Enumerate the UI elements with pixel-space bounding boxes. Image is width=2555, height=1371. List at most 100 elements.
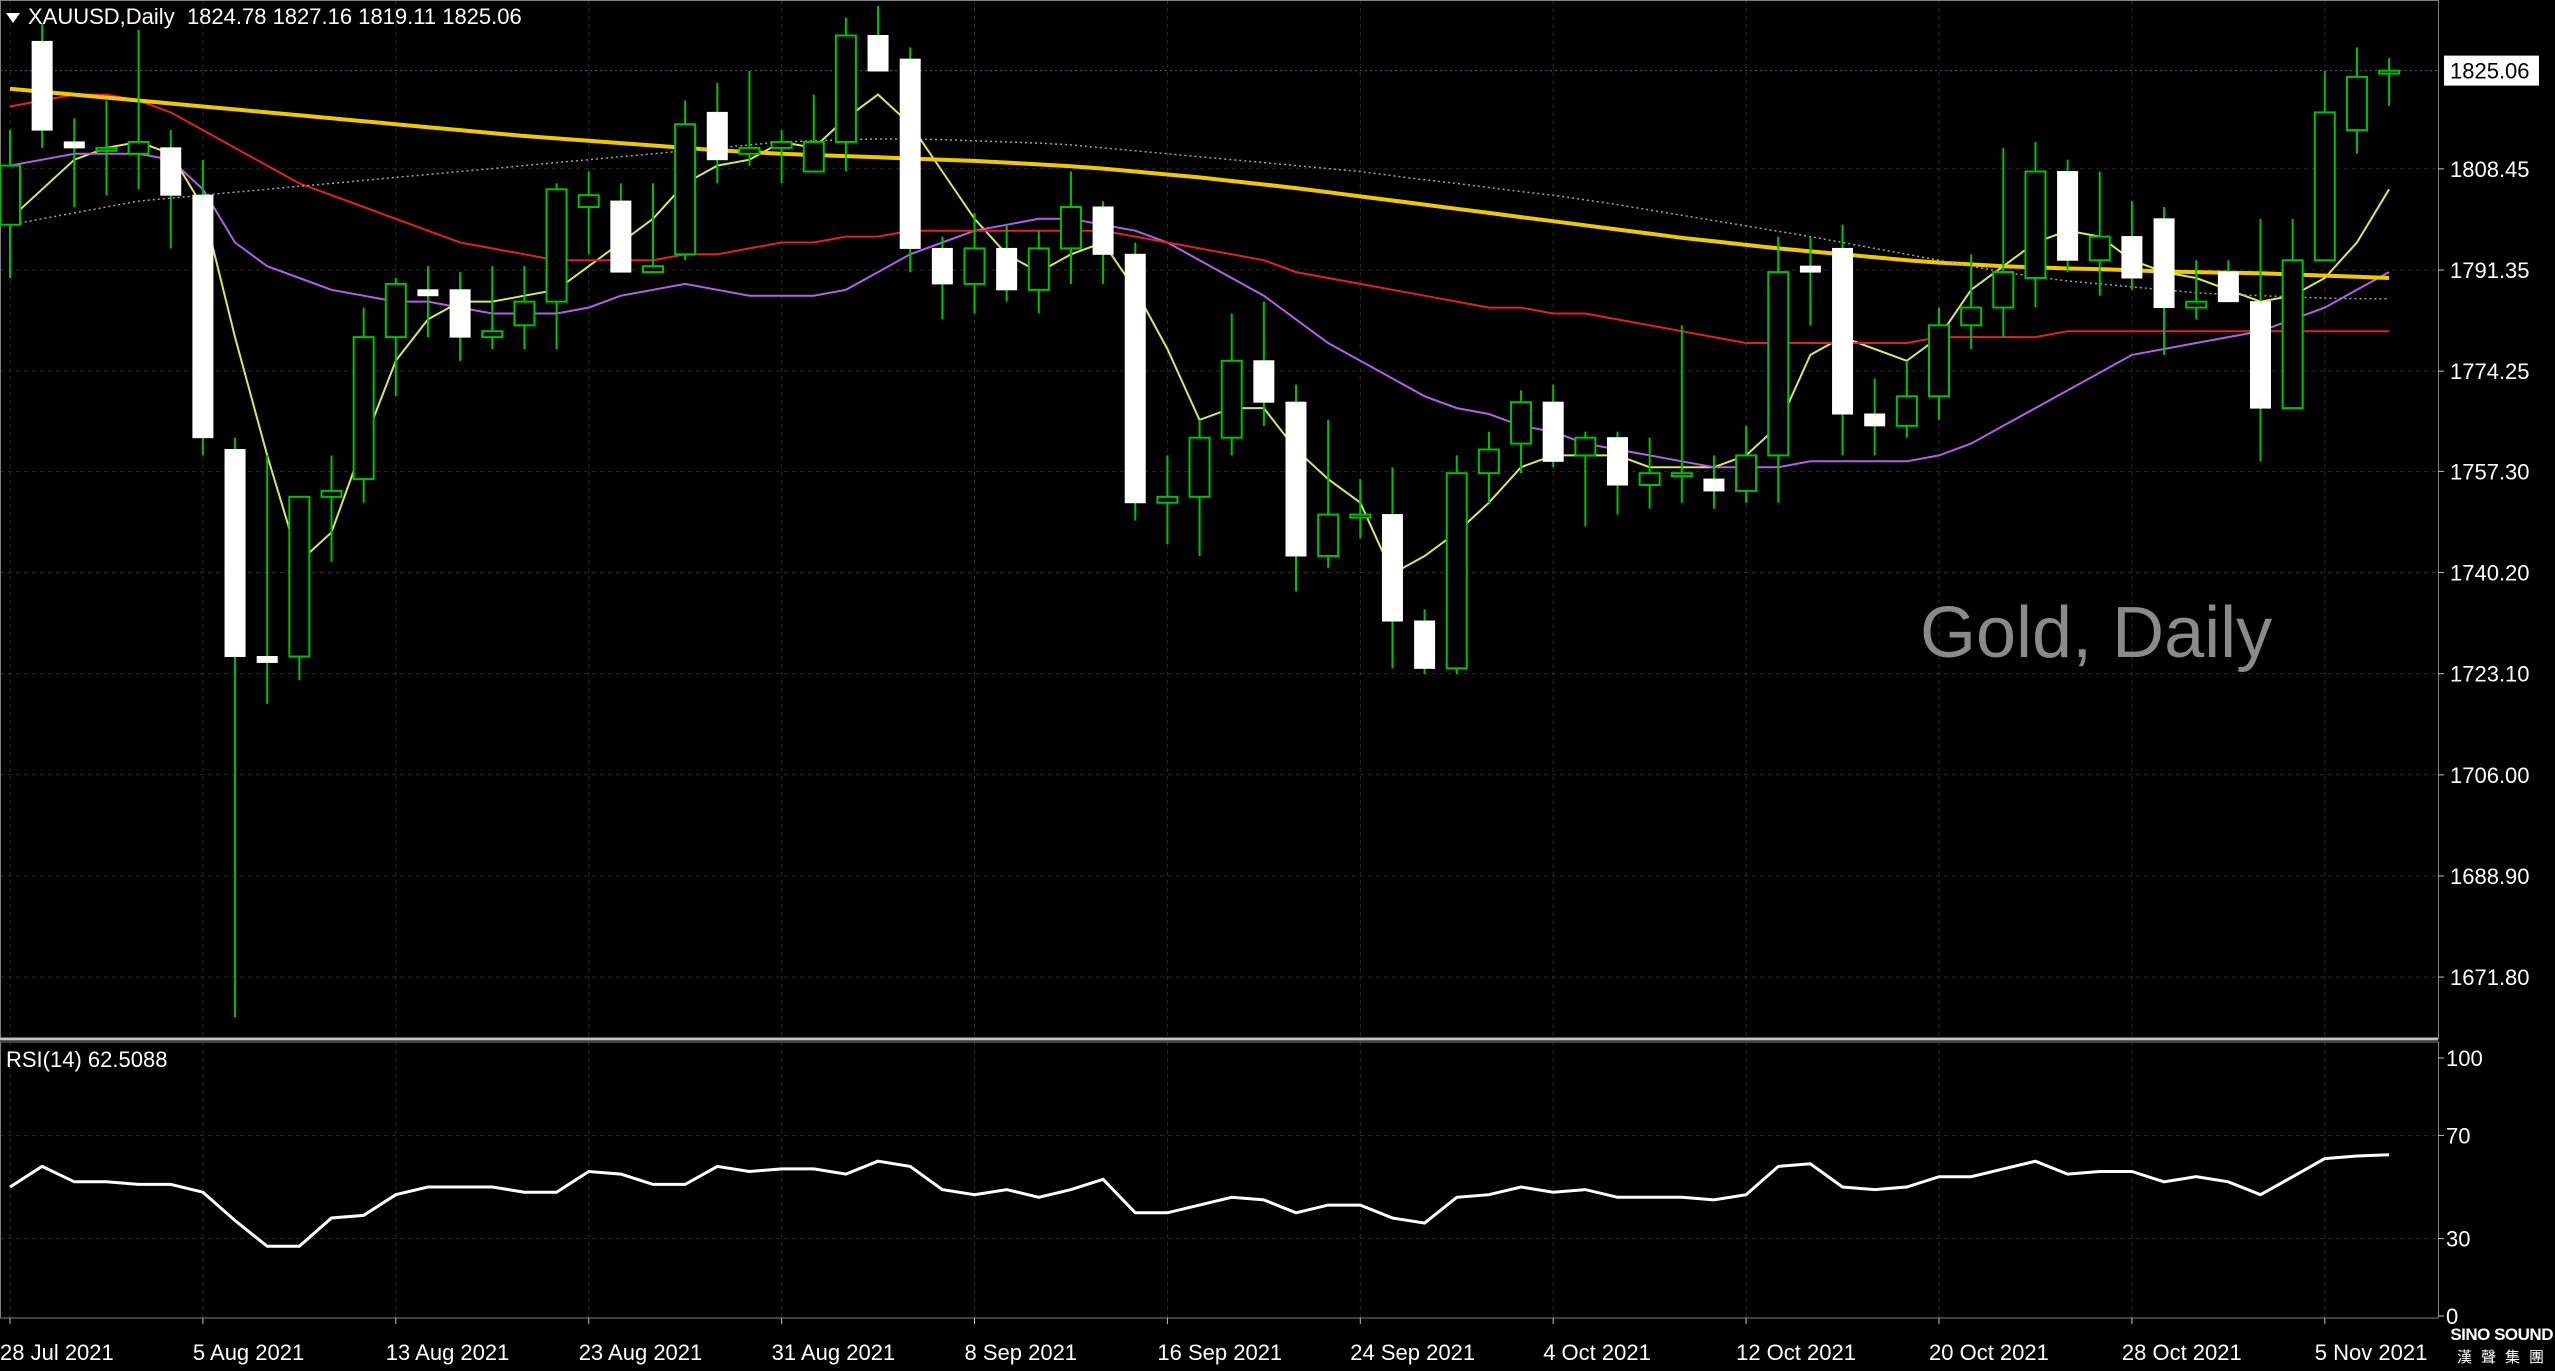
candle-body-bull — [1574, 436, 1597, 457]
price-tick-label: 1774.25 — [2450, 359, 2530, 384]
price-tick-label: 1671.80 — [2450, 965, 2530, 990]
current-price-box — [2444, 55, 2539, 86]
candle — [802, 94, 825, 173]
candle — [996, 224, 1018, 302]
price-panel-border — [0, 0, 2439, 1039]
candle-body-bear — [1414, 620, 1436, 669]
candle-body-bear — [1703, 478, 1725, 492]
candle-body-bull — [1317, 513, 1340, 557]
candle — [2217, 260, 2239, 303]
candle — [1510, 390, 1533, 474]
candle — [642, 183, 664, 274]
candle-body-bear — [1092, 206, 1114, 255]
candle-body-bear — [449, 289, 471, 338]
candle-body-bull — [2088, 235, 2111, 262]
candle — [738, 70, 761, 166]
price-tick-label: 1688.90 — [2450, 864, 2530, 889]
candle-body-bear — [256, 656, 278, 663]
candle — [1445, 455, 1468, 675]
candle — [2250, 218, 2271, 462]
collapse-triangle-icon[interactable] — [6, 13, 20, 24]
candle-body-bull — [1220, 359, 1243, 439]
candle — [1735, 425, 1758, 503]
candle — [2345, 47, 2368, 154]
candle-body-bull — [1928, 324, 1950, 398]
candle-body-bull — [545, 188, 568, 303]
candle — [0, 130, 21, 278]
candle — [770, 130, 793, 184]
candle-body-bull — [1735, 454, 1758, 492]
candle-body-bear — [2153, 218, 2175, 309]
candle — [1638, 437, 1661, 509]
price-axis[interactable]: 1808.45 1791.35 1774.25 1757.30 1740.20 1723.… — [2438, 55, 2539, 990]
symbol-label: XAUUSD,Daily — [28, 4, 175, 29]
price-tick-label: 1808.45 — [2450, 157, 2530, 182]
price-tick-label: 1740.20 — [2450, 561, 2530, 586]
candle-body-bear — [2217, 271, 2239, 303]
candle — [1864, 378, 1886, 456]
candle-body-bull — [2345, 75, 2368, 132]
candle — [1767, 236, 1790, 503]
rsi-tick-label: 30 — [2446, 1227, 2470, 1252]
price-tick-label: 1706.00 — [2450, 763, 2530, 788]
candle — [1477, 431, 1500, 503]
candle-body-bear — [1832, 247, 1854, 415]
candle — [2088, 171, 2111, 296]
candle-body-bull — [738, 146, 761, 155]
candle-body-bull — [127, 140, 150, 155]
candle — [610, 183, 632, 273]
candle — [1799, 236, 1821, 326]
candle — [63, 118, 85, 208]
time-axis[interactable]: 28 Jul 2021 5 Aug 2021 13 Aug 2021 23 Aug 2… — [0, 1318, 2427, 1365]
candle-body-bull — [2378, 69, 2401, 75]
rsi-line — [9, 1153, 2390, 1248]
candle-body-bull — [1767, 271, 1790, 457]
candle-body-bull — [352, 336, 375, 481]
candle — [1349, 479, 1372, 539]
candle — [1381, 467, 1403, 669]
candle-body-bear — [867, 34, 889, 72]
time-tick-label: 5 Aug 2021 — [193, 1340, 304, 1365]
candle-body-bull — [320, 489, 343, 498]
candle-body-bear — [610, 200, 632, 273]
price-tick-label: 1723.10 — [2450, 662, 2530, 687]
candle — [2313, 70, 2336, 262]
candle-body-bull — [2313, 111, 2336, 262]
ma-line-gold — [9, 86, 2390, 280]
candle-body-bull — [674, 123, 697, 256]
candle-body-bear — [931, 247, 953, 285]
time-tick-label: 4 Oct 2021 — [1543, 1340, 1651, 1365]
candle — [899, 47, 921, 273]
candle — [384, 277, 407, 397]
rsi-series — [9, 1153, 2390, 1248]
candle-body-bull — [384, 282, 407, 339]
candle — [1928, 307, 1950, 420]
candle — [1992, 147, 2015, 338]
candle — [931, 236, 953, 320]
candle — [1703, 455, 1725, 509]
candle — [2024, 141, 2047, 308]
candles — [0, 5, 2401, 1018]
chart-header: XAUUSD,Daily 1824.78 1827.16 1819.11 182… — [6, 4, 522, 30]
candle — [449, 272, 471, 361]
candle — [1574, 431, 1597, 527]
candle — [160, 130, 182, 249]
candle — [1607, 431, 1628, 515]
candle — [2185, 260, 2208, 320]
candle-body-bull — [1510, 401, 1533, 445]
time-tick-label: 12 Oct 2021 — [1736, 1340, 1856, 1365]
time-tick-label: 23 Aug 2021 — [579, 1340, 703, 1365]
candle-body-bear — [1799, 265, 1821, 273]
time-tick-label: 20 Oct 2021 — [1929, 1340, 2049, 1365]
candle — [1317, 419, 1340, 568]
candle-body-bear — [1285, 401, 1307, 557]
candle-body-bull — [1349, 513, 1372, 519]
candle — [1253, 301, 1275, 426]
ma-line-grey-dotted — [9, 138, 2390, 300]
candle — [2153, 207, 2175, 355]
rsi-tick-label: 100 — [2446, 1046, 2483, 1071]
candle-body-bear — [1253, 360, 1275, 403]
candle — [417, 266, 439, 338]
candle-body-bear — [1864, 413, 1886, 427]
